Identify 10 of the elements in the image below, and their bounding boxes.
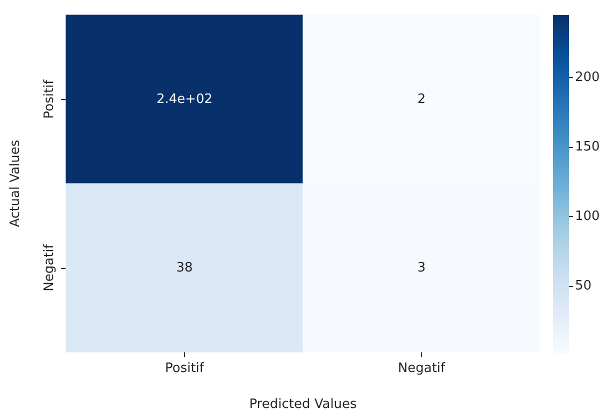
data-label: 38 xyxy=(176,260,193,276)
y-axis-title: Actual Values xyxy=(8,140,23,228)
color-bar-label: 100 xyxy=(575,209,600,224)
color-bar-label: 200 xyxy=(575,70,600,86)
data-label: 3 xyxy=(417,260,426,276)
data-label: 2.4e+02 xyxy=(156,92,213,107)
color-bar-label: 50 xyxy=(575,278,592,294)
x-axis-title: Predicted Values xyxy=(249,397,358,412)
color-bar-label: 150 xyxy=(575,140,600,155)
data-label: 2 xyxy=(417,92,426,107)
